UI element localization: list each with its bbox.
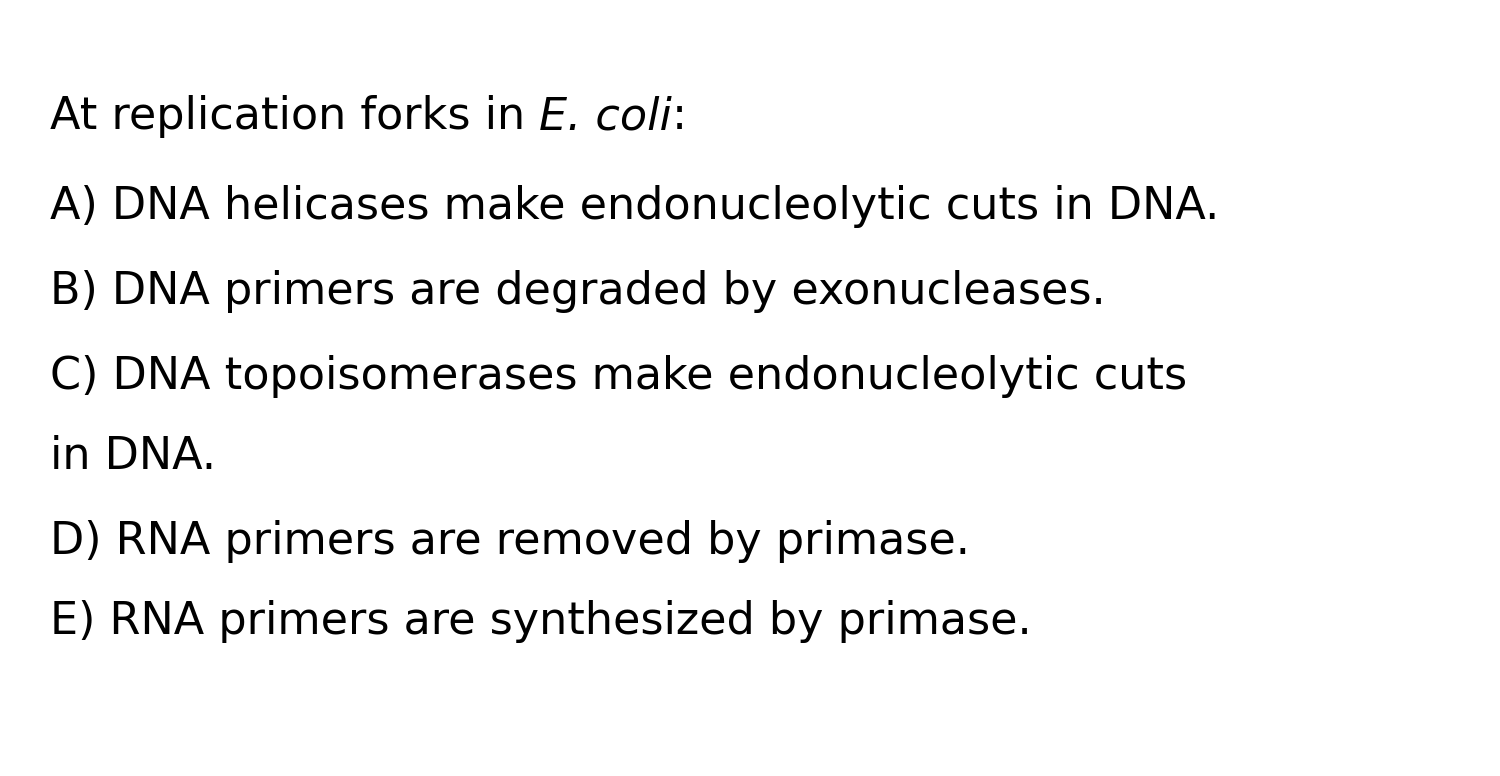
Text: E) RNA primers are synthesized by primase.: E) RNA primers are synthesized by primas… (50, 600, 1032, 643)
Text: C) DNA topoisomerases make endonucleolytic cuts: C) DNA topoisomerases make endonucleolyt… (50, 355, 1186, 398)
Text: D) RNA primers are removed by primase.: D) RNA primers are removed by primase. (50, 520, 970, 563)
Text: in DNA.: in DNA. (50, 435, 216, 478)
Text: At replication forks in: At replication forks in (50, 95, 540, 138)
Text: E. coli: E. coli (540, 95, 672, 138)
Text: A) DNA helicases make endonucleolytic cuts in DNA.: A) DNA helicases make endonucleolytic cu… (50, 185, 1219, 228)
Text: :: : (672, 95, 687, 138)
Text: B) DNA primers are degraded by exonucleases.: B) DNA primers are degraded by exonuclea… (50, 270, 1106, 313)
